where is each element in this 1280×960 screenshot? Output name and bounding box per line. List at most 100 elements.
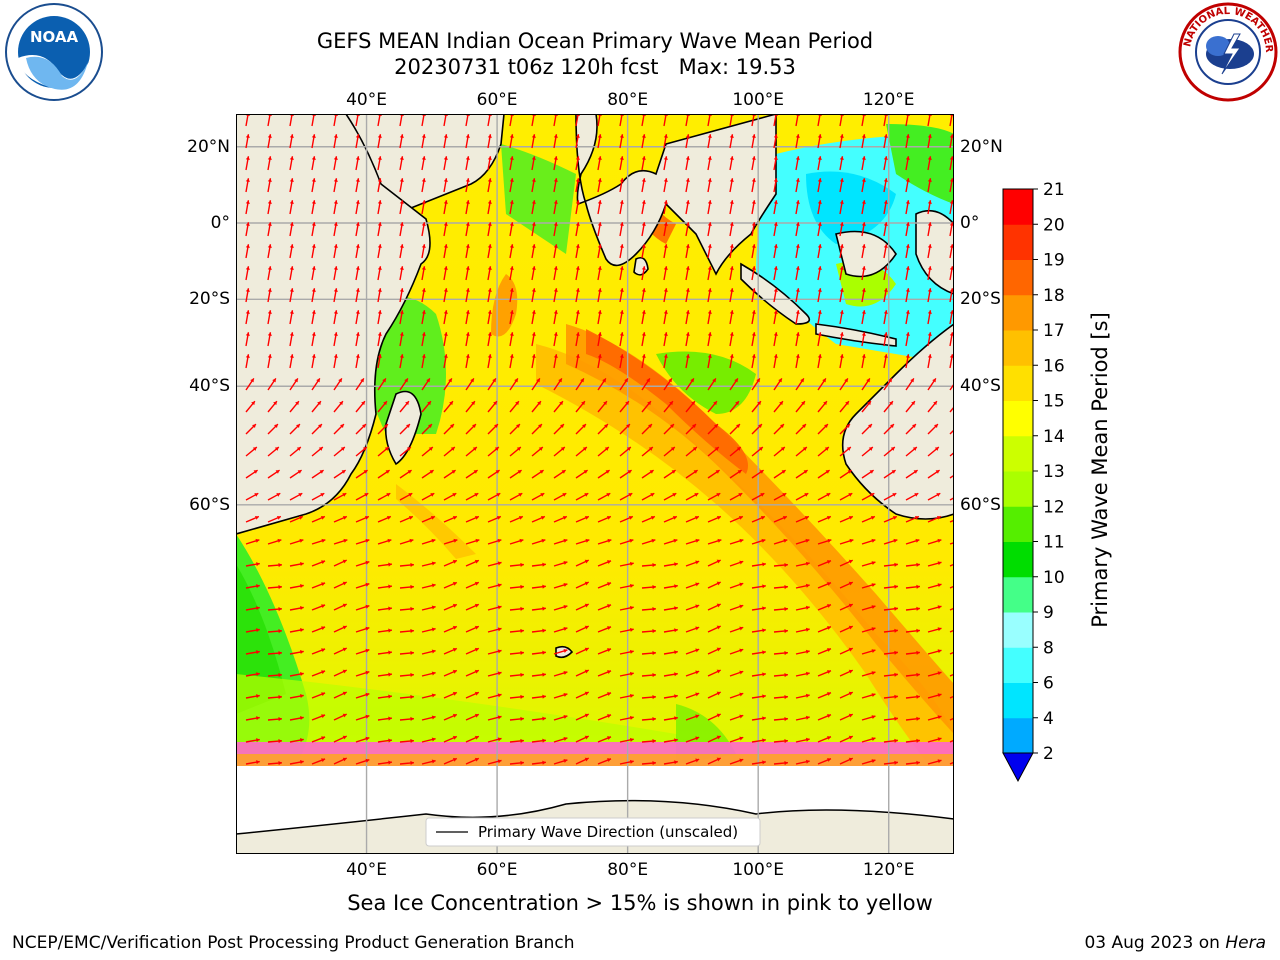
wave-vector-head: [619, 244, 624, 248]
wave-vector-head: [751, 134, 756, 138]
wave-vector-head: [751, 354, 756, 358]
wave-vector-head: [355, 310, 360, 314]
wave-vector-head: [894, 628, 898, 633]
footer-branch: NCEP/EMC/Verification Post Processing Pr…: [12, 933, 575, 953]
wave-vector-head: [848, 581, 853, 586]
wave-vector-head: [848, 515, 853, 520]
wave-vector-head: [883, 134, 888, 138]
wave-vector-head: [949, 178, 954, 182]
wave-vector-head: [883, 178, 888, 182]
wave-vector-head: [861, 354, 866, 358]
wave-vector-head: [300, 562, 304, 567]
wave-vector-head: [949, 134, 954, 138]
wave-vector: [949, 429, 954, 435]
wave-vector-head: [916, 650, 920, 655]
wave-vector-head: [937, 538, 942, 543]
wave-vector-head: [934, 447, 939, 451]
wave-vector-head: [861, 134, 866, 138]
wave-vector-head: [245, 178, 250, 182]
wave-vector-head: [342, 713, 347, 718]
wave-vector-head: [342, 559, 347, 564]
wave-vector-head: [670, 447, 675, 451]
wave-vector-head: [629, 649, 634, 654]
wave-vector-head: [760, 493, 765, 497]
wave-vector-head: [861, 310, 866, 314]
tick-label: 20°S: [189, 289, 230, 310]
wave-vector-head: [949, 244, 954, 248]
wave-vector-head: [760, 515, 765, 520]
wave-vector-head: [421, 156, 426, 160]
wave-vector-head: [321, 626, 326, 631]
wave-vector-head: [342, 581, 347, 586]
wave-vector-head: [542, 650, 546, 655]
wave-vector-head: [245, 266, 250, 270]
wave-vector-head: [333, 288, 338, 292]
tick-label: 60°S: [189, 494, 230, 515]
wave-vector-head: [365, 648, 370, 653]
map-legend: Primary Wave Direction (unscaled): [425, 817, 761, 847]
wave-vector-head: [826, 758, 831, 762]
wave-vector-head: [431, 627, 436, 632]
wave-vector-head: [575, 178, 580, 182]
wave-vector-head: [817, 156, 822, 160]
wave-vector-head: [597, 222, 602, 226]
wave-vector-head: [674, 650, 678, 655]
wave-vector-head: [707, 178, 712, 182]
wave-vector-head: [712, 378, 716, 383]
wave-vector-head: [762, 760, 766, 765]
colorbar-label: Primary Wave Mean Period [s]: [1088, 312, 1112, 628]
wave-vector-head: [465, 200, 470, 204]
wave-vector-head: [509, 266, 514, 270]
wave-vector-head: [342, 691, 347, 696]
wave-vector-head: [377, 178, 382, 182]
wave-vector-head: [672, 515, 677, 520]
wave-vector-head: [582, 447, 587, 451]
wave-vector-head: [674, 584, 678, 589]
wave-vector-head: [916, 672, 920, 677]
wave-vector-head: [716, 713, 721, 718]
wave-vector-head: [695, 736, 700, 741]
wave-vector-head: [388, 584, 392, 589]
wave-vector-head: [542, 738, 546, 743]
wave-vector-head: [406, 447, 411, 451]
wave-vector-head: [894, 562, 898, 567]
wave-vector-head: [562, 493, 567, 497]
wave-vector-head: [729, 310, 734, 314]
wave-vector-head: [641, 332, 646, 336]
wave-vector-head: [646, 378, 650, 383]
wave-vector-head: [651, 538, 656, 543]
wave-vector-head: [641, 244, 646, 248]
wave-vector-head: [311, 310, 316, 314]
wave-vector-head: [450, 424, 454, 428]
wave-vector-head: [894, 760, 898, 765]
wave-vector-head: [421, 200, 426, 204]
wave-vector-head: [629, 561, 634, 566]
wave-vector-head: [252, 424, 256, 428]
wave-vector-head: [826, 560, 831, 564]
wave-vector-head: [751, 288, 756, 292]
wave-vector-head: [553, 134, 558, 138]
wave-vector-head: [542, 628, 546, 633]
wave-vector-head: [937, 759, 942, 764]
wave-vector-head: [289, 310, 294, 314]
wave-vector-head: [839, 288, 844, 292]
wave-vector-head: [817, 244, 822, 248]
wave-vector-head: [384, 447, 389, 451]
wave-vector-head: [824, 447, 829, 451]
wave-vector-head: [695, 758, 700, 763]
wave-vector-head: [384, 424, 388, 428]
wave-vector-head: [759, 470, 764, 474]
wave-vector-head: [584, 559, 589, 564]
wave-vector: [949, 761, 954, 765]
wave-vector-head: [410, 738, 414, 744]
wave-vector-head: [607, 692, 611, 696]
colorbar-tick-label: 13: [1043, 462, 1065, 482]
wave-vector-head: [619, 222, 624, 226]
wave-vector-head: [553, 332, 558, 336]
wave-vector-head: [839, 266, 844, 270]
wave-vector-head: [848, 603, 853, 608]
wave-vector-head: [715, 470, 720, 474]
wave-vector-head: [340, 447, 345, 451]
wave-vector-head: [937, 649, 942, 654]
wave-vector-head: [716, 581, 721, 586]
